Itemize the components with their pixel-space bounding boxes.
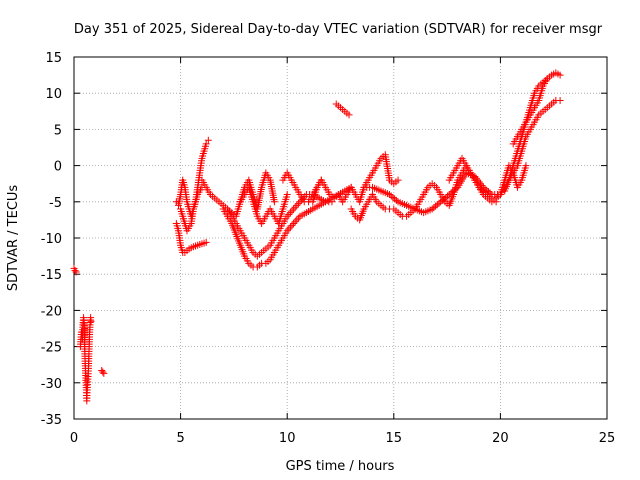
data-point (71, 267, 79, 275)
y-tick-label: 0 (54, 160, 62, 175)
y-tick-label: -30 (41, 377, 62, 392)
data-point (522, 162, 530, 170)
data-point (286, 209, 294, 217)
data-point (294, 214, 302, 222)
data-point (387, 192, 395, 200)
y-axis-label: SDTVAR / TECUs (6, 185, 21, 292)
data-point (452, 185, 460, 193)
data-point (204, 136, 212, 144)
y-tick-label: -20 (41, 304, 62, 319)
data-point (447, 189, 455, 197)
data-point (556, 96, 564, 104)
data-point (270, 198, 278, 206)
data-point (450, 186, 458, 194)
data-point (389, 193, 397, 201)
data-point (286, 223, 294, 231)
x-tick-label: 25 (599, 431, 616, 446)
data-point (293, 216, 301, 224)
data-point (437, 198, 445, 206)
data-point (543, 75, 551, 83)
x-tick-label: 15 (386, 431, 403, 446)
data-point (202, 238, 210, 246)
data-point (293, 201, 301, 209)
data-point (449, 188, 457, 196)
data-point (100, 369, 108, 377)
data-point (283, 212, 291, 220)
data-point (440, 195, 448, 203)
data-points (70, 69, 564, 405)
data-point (442, 193, 450, 201)
y-tick-label: -5 (49, 196, 62, 211)
data-point (285, 210, 293, 218)
y-tick-label: -25 (41, 341, 62, 356)
y-tick-label: 15 (45, 51, 62, 66)
data-point (478, 182, 486, 190)
data-point (430, 204, 438, 212)
data-point (288, 207, 296, 215)
data-point (394, 176, 402, 184)
data-point (283, 227, 291, 235)
y-tick-label: 10 (45, 87, 62, 102)
axis-ticks: 0 5 10 15 20 25 -35 -30 -25 -20 -15 -10 -5 0 5 10 15 (41, 51, 616, 446)
x-axis-label: GPS time / hours (286, 459, 395, 474)
data-point (432, 202, 440, 210)
y-tick-label: -15 (41, 268, 62, 283)
data-point (484, 188, 492, 196)
data-point (294, 200, 302, 208)
data-point (556, 71, 564, 79)
data-point (391, 195, 399, 203)
data-point (283, 191, 291, 199)
data-point (202, 140, 210, 148)
x-tick-label: 0 (70, 431, 78, 446)
y-tick-label: 5 (54, 123, 62, 138)
data-point (291, 218, 299, 226)
data-point (445, 191, 453, 199)
y-tick-label: -35 (41, 413, 62, 428)
data-point (290, 205, 298, 213)
data-point (72, 268, 80, 276)
x-tick-label: 5 (176, 431, 184, 446)
data-point (285, 225, 293, 233)
data-point (433, 201, 441, 209)
data-point (438, 196, 446, 204)
data-point (345, 111, 353, 119)
data-point (288, 221, 296, 229)
data-point (386, 191, 394, 199)
grid (74, 57, 607, 419)
chart-title: Day 351 of 2025, Sidereal Day-to-day VTE… (74, 22, 603, 37)
data-point (435, 199, 443, 207)
data-point (87, 317, 95, 325)
data-point (392, 196, 400, 204)
data-point (444, 192, 452, 200)
data-point (99, 368, 107, 376)
y-tick-label: -10 (41, 232, 62, 247)
data-point (290, 220, 298, 228)
data-point (492, 198, 500, 206)
x-tick-label: 20 (492, 431, 509, 446)
data-point (477, 180, 485, 188)
data-point (428, 205, 436, 213)
data-point (291, 203, 299, 211)
x-tick-label: 10 (279, 431, 296, 446)
